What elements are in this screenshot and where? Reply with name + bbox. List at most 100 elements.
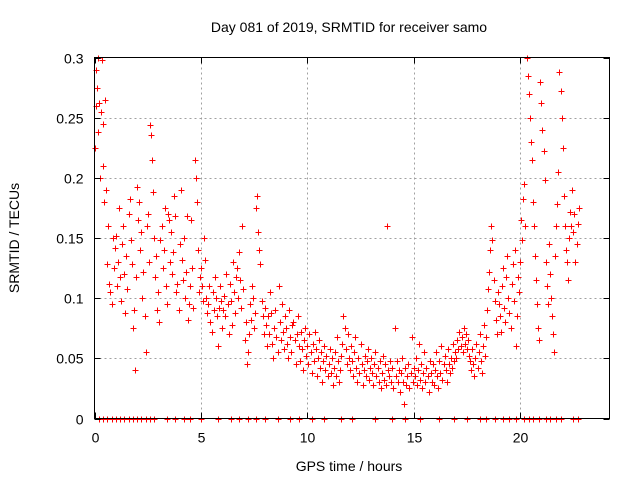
zero-data-point: [451, 416, 458, 423]
data-point: [529, 157, 536, 164]
data-point: [499, 283, 506, 290]
data-point: [459, 334, 466, 341]
data-point: [551, 349, 558, 356]
data-point: [456, 329, 463, 336]
zero-data-point: [492, 416, 499, 423]
data-point: [513, 343, 520, 350]
data-point: [140, 269, 147, 276]
data-point: [419, 385, 426, 392]
x-tick-label: 0: [92, 430, 100, 446]
data-point: [139, 295, 146, 302]
data-point: [231, 289, 238, 296]
data-point: [155, 289, 162, 296]
data-point: [207, 319, 214, 326]
data-point: [159, 223, 166, 230]
data-point: [495, 289, 502, 296]
data-point: [327, 346, 334, 353]
y-tick-label: 0.15: [56, 231, 83, 247]
data-point: [229, 322, 236, 329]
data-point: [322, 367, 329, 374]
data-point: [106, 281, 113, 288]
data-point: [479, 370, 486, 377]
data-point: [454, 337, 461, 344]
data-point: [311, 358, 318, 365]
data-point: [520, 196, 527, 203]
data-point: [180, 277, 187, 284]
y-tick-label: 0: [76, 412, 84, 428]
data-point: [472, 355, 479, 362]
data-point: [413, 355, 420, 362]
data-point: [105, 223, 112, 230]
data-point: [168, 229, 175, 236]
data-point: [295, 313, 302, 320]
zero-data-point: [187, 416, 194, 423]
zero-data-point: [296, 416, 303, 423]
data-point: [161, 247, 168, 254]
data-point: [574, 241, 581, 248]
data-point: [275, 349, 282, 356]
data-point: [257, 261, 264, 268]
data-point: [153, 253, 160, 260]
data-point: [151, 235, 158, 242]
data-point: [367, 365, 374, 372]
zero-data-point: [321, 416, 328, 423]
data-point: [104, 261, 111, 268]
data-point: [146, 259, 153, 266]
x-tick-label: 5: [198, 430, 206, 446]
data-point: [128, 237, 135, 244]
data-point: [173, 289, 180, 296]
data-point: [528, 139, 535, 146]
data-point: [392, 325, 399, 332]
data-point: [514, 313, 521, 320]
data-point: [117, 274, 124, 281]
data-point: [428, 370, 435, 377]
data-point: [209, 329, 216, 336]
data-point: [368, 355, 375, 362]
data-point: [561, 193, 568, 200]
data-point: [152, 274, 159, 281]
data-point: [480, 343, 487, 350]
data-point: [284, 341, 291, 348]
data-point: [172, 213, 179, 220]
data-point: [537, 79, 544, 86]
data-point: [216, 305, 223, 312]
data-point: [244, 361, 251, 368]
data-point: [100, 121, 107, 128]
data-point: [305, 361, 312, 368]
data-point: [562, 223, 569, 230]
data-point: [570, 229, 577, 236]
data-point: [349, 358, 356, 365]
zero-data-point: [215, 416, 222, 423]
data-point: [500, 265, 507, 272]
x-axis-label: GPS time / hours: [296, 458, 403, 474]
data-point: [313, 346, 320, 353]
data-point: [138, 229, 145, 236]
data-point: [246, 331, 253, 338]
data-point: [109, 301, 116, 308]
data-point: [460, 349, 467, 356]
data-point: [293, 361, 300, 368]
data-point: [204, 310, 211, 317]
data-point: [461, 325, 468, 332]
data-point: [510, 261, 517, 268]
data-point: [527, 115, 534, 122]
data-point: [331, 365, 338, 372]
data-point: [548, 295, 555, 302]
data-point: [354, 379, 361, 386]
data-point: [276, 283, 283, 290]
data-point: [524, 55, 531, 62]
data-point: [342, 325, 349, 332]
data-point: [334, 334, 341, 341]
data-point: [319, 379, 326, 386]
data-point: [160, 265, 167, 272]
data-point: [355, 355, 362, 362]
data-point: [278, 337, 285, 344]
data-point: [171, 193, 178, 200]
data-point: [214, 313, 221, 320]
data-point: [170, 249, 177, 256]
data-point: [404, 373, 411, 380]
zero-data-point: [236, 416, 243, 423]
data-point: [552, 253, 559, 260]
data-point: [365, 346, 372, 353]
